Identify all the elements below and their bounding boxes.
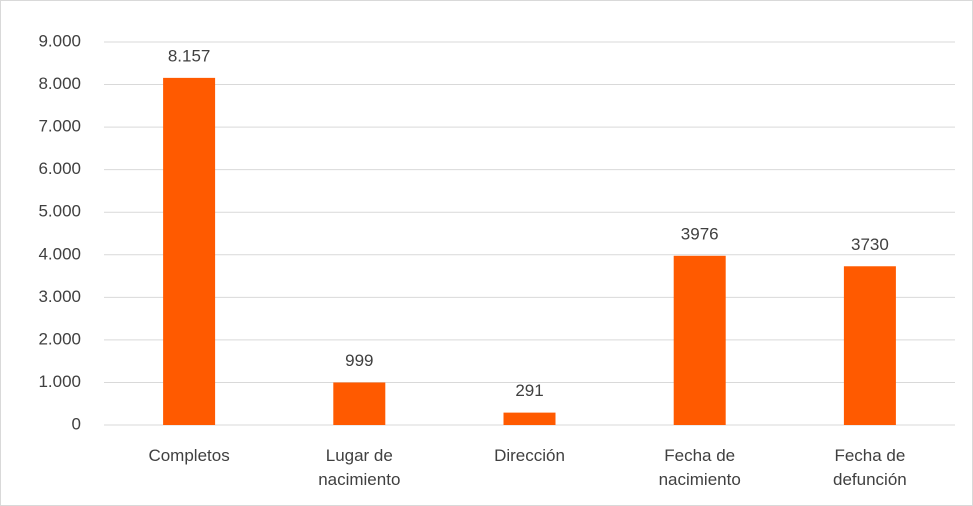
y-tick-label: 9.000 <box>38 31 81 50</box>
y-tick-label: 7.000 <box>38 117 81 136</box>
y-tick-label: 3.000 <box>38 287 81 306</box>
data-label: 8.157 <box>168 46 211 65</box>
data-label: 3730 <box>851 235 889 254</box>
bar <box>673 255 726 425</box>
y-tick-label: 5.000 <box>38 202 81 221</box>
y-tick-label: 8.000 <box>38 74 81 93</box>
x-tick-label: Lugar de nacimiento <box>318 446 401 489</box>
bar <box>333 382 386 425</box>
x-tick-label: Dirección <box>494 446 565 465</box>
y-tick-label: 0 <box>72 414 81 433</box>
bar <box>163 77 216 426</box>
bar <box>843 266 896 425</box>
bar <box>503 412 556 425</box>
y-tick-label: 4.000 <box>38 244 81 263</box>
y-tick-label: 2.000 <box>38 329 81 348</box>
data-label: 999 <box>345 351 373 370</box>
data-label: 3976 <box>681 224 719 243</box>
x-tick-label: Fecha de defunción <box>833 446 907 489</box>
data-label: 291 <box>515 381 543 400</box>
y-tick-label: 6.000 <box>38 159 81 178</box>
y-tick-label: 1.000 <box>38 372 81 391</box>
x-tick-label: Completos <box>148 446 230 465</box>
x-tick-label: Fecha de nacimiento <box>658 446 741 489</box>
